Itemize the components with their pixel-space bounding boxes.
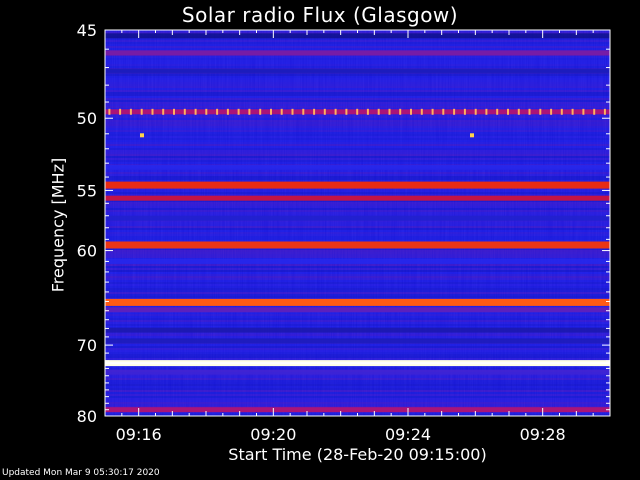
periodic-mark xyxy=(517,108,520,115)
emission-band xyxy=(105,195,610,201)
emission-band-core xyxy=(105,362,610,365)
y-tick-label: 60 xyxy=(77,242,97,261)
periodic-mark xyxy=(302,108,305,115)
y-axis-label: Frequency [MHz] xyxy=(48,157,68,293)
periodic-mark xyxy=(356,108,359,115)
emission-band xyxy=(105,181,610,189)
periodic-mark xyxy=(453,108,456,115)
y-tick-label: 70 xyxy=(77,336,97,355)
emission-band xyxy=(105,241,610,249)
periodic-mark xyxy=(183,108,186,115)
periodic-mark xyxy=(550,108,553,115)
y-tick-label: 55 xyxy=(77,181,97,200)
periodic-mark xyxy=(237,108,240,115)
periodic-mark xyxy=(377,108,380,115)
periodic-mark xyxy=(323,108,326,115)
emission-band xyxy=(105,68,610,74)
periodic-mark xyxy=(474,108,477,115)
periodic-mark xyxy=(162,108,165,115)
periodic-mark xyxy=(560,108,563,115)
periodic-mark xyxy=(420,108,423,115)
x-tick-label: 09:28 xyxy=(520,425,566,444)
updated-timestamp: Updated Mon Mar 9 05:30:17 2020 xyxy=(2,468,160,478)
periodic-mark xyxy=(205,108,208,115)
periodic-mark xyxy=(248,108,251,115)
periodic-mark xyxy=(173,108,175,115)
periodic-mark xyxy=(442,108,445,115)
periodic-mark xyxy=(399,108,402,115)
x-tick-label: 09:20 xyxy=(250,425,296,444)
periodic-mark xyxy=(582,108,585,115)
chart-title: Solar radio Flux (Glasgow) xyxy=(181,3,459,27)
spike-mark xyxy=(140,133,144,138)
periodic-mark xyxy=(345,108,348,115)
periodic-mark xyxy=(539,108,542,115)
periodic-mark xyxy=(194,108,197,115)
emission-band xyxy=(105,307,610,313)
periodic-mark xyxy=(108,108,111,115)
x-tick-label: 09:16 xyxy=(116,425,162,444)
periodic-mark xyxy=(140,108,143,115)
periodic-mark xyxy=(334,108,337,115)
periodic-mark xyxy=(463,108,466,115)
periodic-mark xyxy=(216,108,219,115)
periodic-mark xyxy=(410,108,412,115)
periodic-mark xyxy=(270,108,272,115)
emission-band xyxy=(105,298,610,306)
x-axis-label: Start Time (28-Feb-20 09:15:00) xyxy=(228,445,487,464)
periodic-mark xyxy=(528,108,531,115)
spectrogram-noise xyxy=(105,30,610,416)
periodic-mark xyxy=(291,108,294,115)
periodic-mark xyxy=(485,108,488,115)
emission-band xyxy=(105,33,610,39)
emission-band xyxy=(105,407,610,413)
periodic-mark xyxy=(129,108,132,115)
periodic-mark xyxy=(603,108,606,115)
periodic-mark xyxy=(280,108,283,115)
periodic-mark xyxy=(259,108,262,115)
periodic-mark xyxy=(507,108,509,115)
emission-band xyxy=(105,215,610,221)
periodic-mark xyxy=(431,108,434,115)
periodic-mark xyxy=(151,108,154,115)
y-tick-label: 50 xyxy=(77,109,97,128)
periodic-mark xyxy=(388,108,391,115)
emission-band xyxy=(105,258,610,264)
periodic-mark xyxy=(313,108,316,115)
periodic-mark xyxy=(593,108,596,115)
periodic-mark xyxy=(119,108,122,115)
emission-band xyxy=(105,338,610,344)
emission-band xyxy=(105,50,610,56)
periodic-mark xyxy=(496,108,499,115)
periodic-mark xyxy=(226,108,229,115)
emission-band xyxy=(105,164,610,170)
y-tick-label: 80 xyxy=(77,407,97,426)
periodic-mark xyxy=(366,108,369,115)
y-tick-label: 45 xyxy=(77,21,97,40)
spike-mark xyxy=(470,133,474,138)
periodic-mark xyxy=(571,108,574,115)
x-tick-label: 09:24 xyxy=(385,425,431,444)
emission-band xyxy=(105,369,610,375)
emission-band xyxy=(105,327,610,333)
